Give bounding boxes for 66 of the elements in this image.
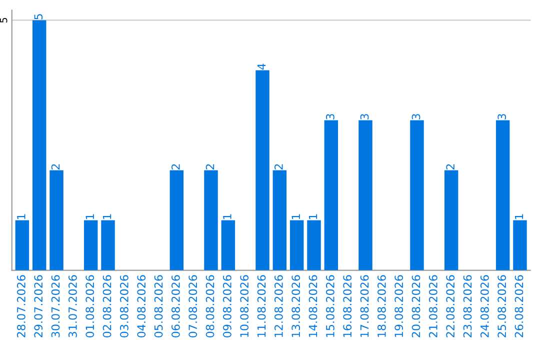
- bar: [84, 220, 98, 270]
- x-tick-label: 14.08.2026: [308, 275, 318, 337]
- data-label: 4: [257, 64, 266, 70]
- x-tick-label: 04.08.2026: [137, 275, 146, 338]
- x-tick-label: 28.07.2026: [17, 275, 26, 338]
- data-label: 3: [412, 114, 420, 120]
- bar: [15, 220, 30, 270]
- bar: [290, 220, 304, 270]
- x-tick-label: 06.08.2026: [171, 275, 180, 338]
- bar: [204, 170, 218, 270]
- bar: [496, 120, 510, 270]
- x-tick-label: 08.08.2026: [206, 275, 214, 338]
- x-tick-label: 23.08.2026: [463, 275, 472, 338]
- x-tick-label: 12.08.2026: [274, 275, 283, 337]
- bar: [307, 220, 321, 270]
- x-tick-label: 31.07.2026: [68, 275, 77, 338]
- x-tick-label: 09.08.2026: [222, 275, 232, 338]
- data-label: 1: [514, 214, 524, 220]
- data-label: 1: [308, 214, 318, 220]
- x-tick-label: 22.08.2026: [446, 275, 455, 338]
- bar: [410, 120, 424, 270]
- x-tick-label: 24.08.2026: [480, 275, 489, 338]
- x-tick-label: 19.08.2026: [394, 275, 404, 337]
- x-tick-label: 17.08.2026: [360, 275, 369, 337]
- bar: [50, 170, 64, 270]
- data-label: 2: [206, 164, 214, 170]
- x-tick-label: 21.08.2026: [428, 275, 438, 338]
- x-tick-label: 01.08.2026: [86, 275, 94, 338]
- x-tick-label: 11.08.2026: [257, 275, 266, 337]
- data-label: 3: [326, 114, 334, 120]
- data-label: 3: [360, 114, 369, 120]
- x-tick-label: 10.08.2026: [240, 275, 249, 337]
- x-tick-label: 02.08.2026: [102, 275, 112, 338]
- data-label: 2: [274, 164, 283, 170]
- data-label: 2: [446, 164, 454, 170]
- x-tick-label: 16.08.2026: [343, 275, 352, 337]
- x-tick-label: 13.08.2026: [292, 275, 300, 337]
- x-tick-label: 07.08.2026: [188, 275, 198, 338]
- data-label: 1: [223, 214, 232, 220]
- x-tick-label: 20.08.2026: [412, 275, 420, 338]
- x-tick-label: 03.08.2026: [120, 275, 128, 338]
- data-label: 1: [102, 214, 112, 220]
- data-label: 2: [51, 164, 60, 170]
- x-tick-label: 30.07.2026: [51, 275, 60, 338]
- bar: [272, 170, 287, 270]
- data-label: 1: [86, 214, 94, 220]
- bar: [444, 170, 458, 270]
- bar: [358, 120, 372, 270]
- x-tick-label: 05.08.2026: [154, 275, 163, 338]
- data-label: 2: [171, 164, 180, 170]
- x-tick-label: 26.08.2026: [514, 275, 524, 338]
- x-tick-label: 18.08.2026: [377, 275, 386, 337]
- x-tick-label: 15.08.2026: [326, 275, 334, 337]
- data-label: 3: [498, 114, 506, 120]
- bar: [324, 120, 338, 270]
- bar: [32, 20, 46, 270]
- bar: [101, 220, 115, 270]
- bar: [513, 220, 527, 270]
- x-tick-label: 29.07.2026: [34, 275, 43, 338]
- bar: [221, 220, 236, 270]
- x-tick-label: 25.08.2026: [498, 275, 506, 338]
- bar: [170, 170, 184, 270]
- data-label: 1: [292, 214, 300, 220]
- data-label: 5: [34, 14, 43, 20]
- data-label: 1: [17, 214, 26, 220]
- bar: [256, 70, 270, 270]
